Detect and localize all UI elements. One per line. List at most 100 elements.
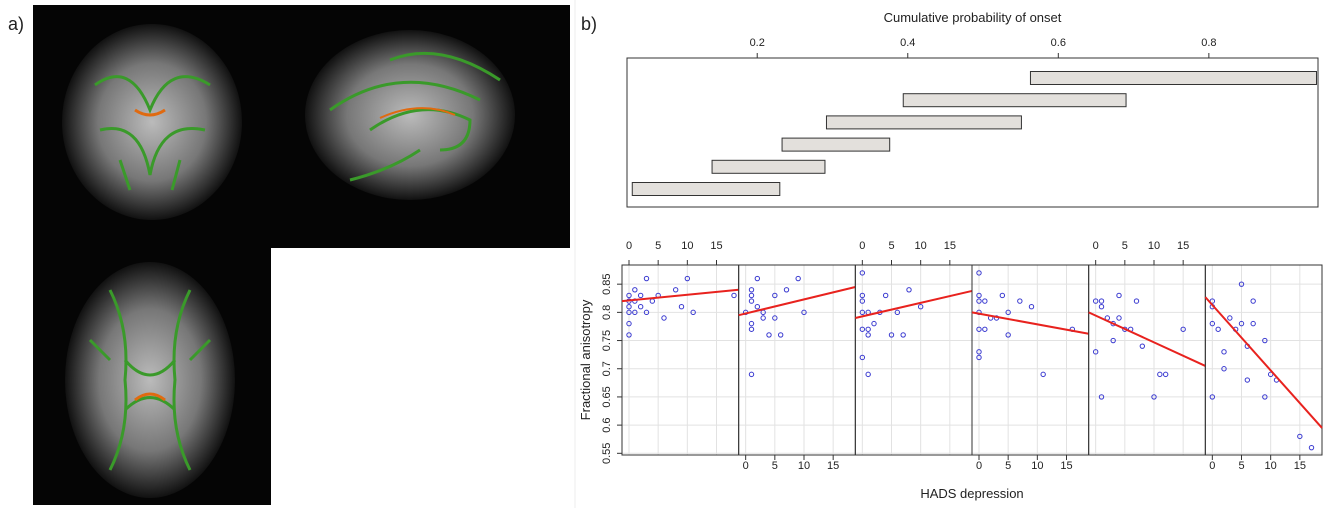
x-tick-label: 15: [944, 240, 956, 252]
tract: [94, 75, 211, 191]
data-point: [637, 304, 644, 310]
data-point: [1139, 343, 1146, 349]
data-point: [1116, 315, 1122, 321]
data-point: [976, 292, 982, 299]
data-point: [1092, 349, 1099, 355]
x-tick-label: 0: [626, 240, 632, 252]
interval-bar: [902, 93, 1127, 108]
data-point: [976, 354, 982, 361]
data-point: [626, 309, 632, 316]
x-tick-label: 15: [1294, 460, 1306, 472]
x-tick-label: 5: [772, 460, 778, 472]
data-point: [1238, 320, 1245, 327]
data-point: [976, 349, 982, 355]
data-point: [865, 332, 871, 338]
x-tick-label: 10: [1031, 460, 1043, 472]
y-tick-label: 0.8: [601, 305, 613, 320]
axis-title: Fractional anisotropy: [578, 299, 593, 420]
data-point: [900, 332, 906, 338]
data-point: [672, 287, 679, 293]
data-point: [626, 304, 632, 310]
data-point: [1040, 371, 1046, 378]
data-point: [748, 292, 755, 299]
data-point: [754, 275, 761, 282]
y-tick-label: 0.85: [601, 273, 613, 294]
data-point: [976, 326, 982, 332]
tract-highlight: [134, 392, 166, 402]
data-point: [1221, 366, 1227, 372]
tract-highlight: [379, 107, 456, 119]
data-point: [1133, 298, 1140, 304]
fit-line: [621, 288, 739, 303]
data-point: [865, 326, 871, 332]
data-point: [882, 292, 889, 299]
data-point: [1162, 371, 1169, 378]
data-point: [1116, 292, 1122, 299]
data-point: [906, 287, 912, 293]
x-tick-label: 0: [976, 460, 982, 472]
data-point: [1209, 320, 1216, 327]
data-point: [1297, 433, 1303, 440]
data-point: [976, 270, 982, 276]
data-point: [1262, 394, 1268, 400]
x-tick-label: 15: [1060, 460, 1072, 472]
x-tick-label: 15: [710, 240, 722, 252]
data-point: [1157, 371, 1163, 378]
x-tick-label: 10: [681, 240, 693, 252]
data-point: [1238, 281, 1245, 287]
data-point: [859, 270, 866, 276]
data-point: [865, 371, 871, 378]
data-point: [982, 326, 988, 332]
data-point: [748, 371, 755, 378]
x-tick-label: 0.6: [1051, 37, 1066, 49]
y-tick-label: 0.7: [601, 361, 613, 376]
data-point: [1215, 326, 1221, 332]
x-tick-label: 10: [1148, 240, 1160, 252]
x-tick-label: 5: [1122, 240, 1128, 252]
y-tick-label: 0.65: [601, 386, 613, 407]
data-point: [1180, 326, 1186, 332]
fit-line: [738, 286, 856, 317]
data-point: [859, 298, 866, 304]
data-point: [661, 315, 667, 321]
y-tick-label: 0.55: [601, 443, 613, 464]
x-tick-label: 0: [859, 240, 865, 252]
data-point: [871, 320, 877, 327]
data-point: [626, 292, 632, 299]
data-point: [1244, 377, 1251, 383]
data-point: [772, 315, 778, 321]
interval-bar: [781, 137, 891, 152]
data-point: [1227, 315, 1233, 321]
data-point: [1221, 349, 1227, 355]
y-tick-label: 0.75: [601, 330, 613, 351]
y-tick-label: 0.6: [601, 417, 613, 432]
x-tick-label: 5: [655, 240, 661, 252]
x-tick-label: 0.2: [750, 37, 765, 49]
data-point: [801, 309, 807, 316]
interval-bar: [631, 182, 781, 196]
coronal-slice: [62, 24, 242, 220]
data-point: [859, 292, 866, 299]
x-tick-label: 5: [1005, 460, 1011, 472]
data-point: [859, 309, 866, 316]
x-tick-label: 5: [1238, 460, 1244, 472]
data-point: [976, 298, 982, 304]
data-point: [795, 275, 801, 282]
data-point: [859, 354, 866, 361]
data-point: [754, 304, 761, 310]
data-point: [982, 298, 988, 304]
axial-slice: [65, 262, 235, 498]
x-tick-label: 0: [1209, 460, 1215, 472]
data-point: [643, 275, 650, 282]
tract: [88, 289, 212, 471]
data-point: [772, 292, 778, 299]
x-tick-label: 0: [743, 460, 749, 472]
tract-highlight: [134, 108, 166, 117]
data-point: [690, 309, 696, 316]
plot-frame: [626, 57, 1319, 208]
data-point: [777, 332, 784, 338]
panel-label: b): [581, 14, 597, 34]
interval-bar: [711, 159, 826, 174]
data-point: [760, 315, 766, 321]
mri-images: [33, 5, 570, 505]
